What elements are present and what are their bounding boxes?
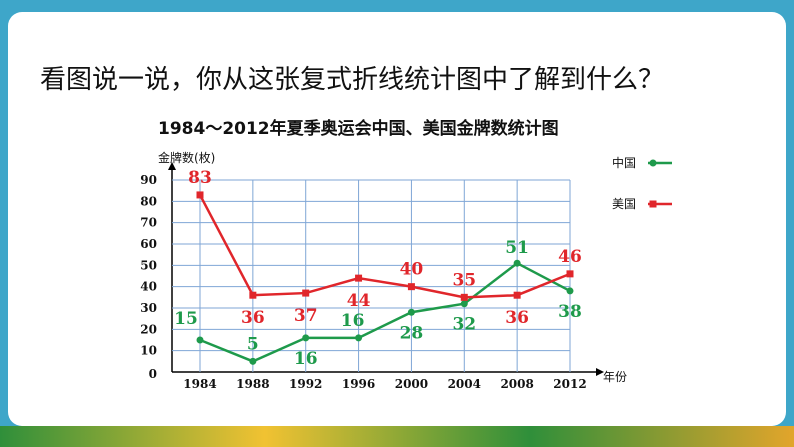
point: [407, 308, 415, 316]
point: [355, 334, 363, 342]
legend-marker: [649, 200, 657, 208]
value-label: 40: [400, 260, 424, 280]
series-line: [198, 194, 571, 299]
y-tick-label: 10: [140, 344, 157, 358]
point: [196, 191, 204, 199]
y-tick-label: 0: [149, 367, 157, 381]
value-label: 16: [294, 349, 318, 369]
y-arrow: [168, 162, 176, 170]
point: [460, 300, 468, 308]
point: [566, 287, 574, 295]
x-arrow: [596, 368, 604, 376]
point: [302, 289, 310, 297]
value-label: 15: [174, 309, 198, 329]
legend-marker: [649, 159, 657, 167]
y-axis-label: 金牌数(枚): [158, 150, 215, 165]
y-tick-label: 40: [140, 280, 157, 294]
legend-label: 美国: [612, 197, 636, 211]
y-tick-label: 80: [140, 194, 157, 208]
value-label: 16: [341, 311, 365, 331]
value-label: 36: [505, 308, 529, 328]
x-tick-label: 1988: [236, 377, 269, 391]
x-tick-label: 2008: [500, 377, 533, 391]
slide-panel: [8, 12, 786, 426]
point: [249, 357, 257, 365]
value-label: 83: [188, 168, 212, 188]
question: 看图说一说，你从这张复式折线统计图中了解到什么？: [40, 65, 664, 95]
value-label: 51: [505, 238, 529, 258]
value-label: 38: [558, 302, 582, 322]
point: [460, 293, 468, 301]
x-tick-label: 2012: [553, 377, 586, 391]
value-label: 44: [347, 291, 371, 311]
y-tick-label: 20: [140, 322, 157, 336]
x-tick-label: 2004: [448, 377, 481, 391]
x-tick-label: 1992: [289, 377, 322, 391]
point: [513, 259, 521, 267]
point: [302, 334, 310, 342]
point: [249, 291, 257, 299]
y-tick-label: 50: [140, 258, 157, 272]
decor-strip: [0, 426, 794, 447]
x-tick-label: 2000: [395, 377, 428, 391]
legend-label: 中国: [612, 155, 636, 170]
value-label: 28: [400, 323, 424, 343]
point: [566, 270, 574, 278]
value-label: 32: [452, 315, 476, 335]
x-axis-label: 年份: [603, 370, 627, 384]
x-tick-label: 1996: [342, 377, 375, 391]
y-tick-label: 30: [140, 301, 157, 315]
point: [407, 283, 415, 291]
point: [513, 291, 521, 299]
point: [355, 274, 363, 282]
y-tick-label: 70: [140, 216, 157, 230]
series-line: [199, 261, 571, 363]
value-label: 35: [452, 270, 476, 290]
value-label: 5: [247, 334, 259, 354]
y-tick-label: 60: [140, 237, 157, 251]
value-label: 37: [294, 306, 318, 326]
value-label: 46: [558, 247, 582, 267]
point: [196, 336, 204, 344]
chart-title: 1984～2012年夏季奥运会中国、美国金牌数统计图: [158, 118, 559, 139]
y-tick-label: 90: [140, 173, 157, 187]
x-tick-label: 1984: [183, 377, 216, 391]
value-label: 36: [241, 308, 265, 328]
